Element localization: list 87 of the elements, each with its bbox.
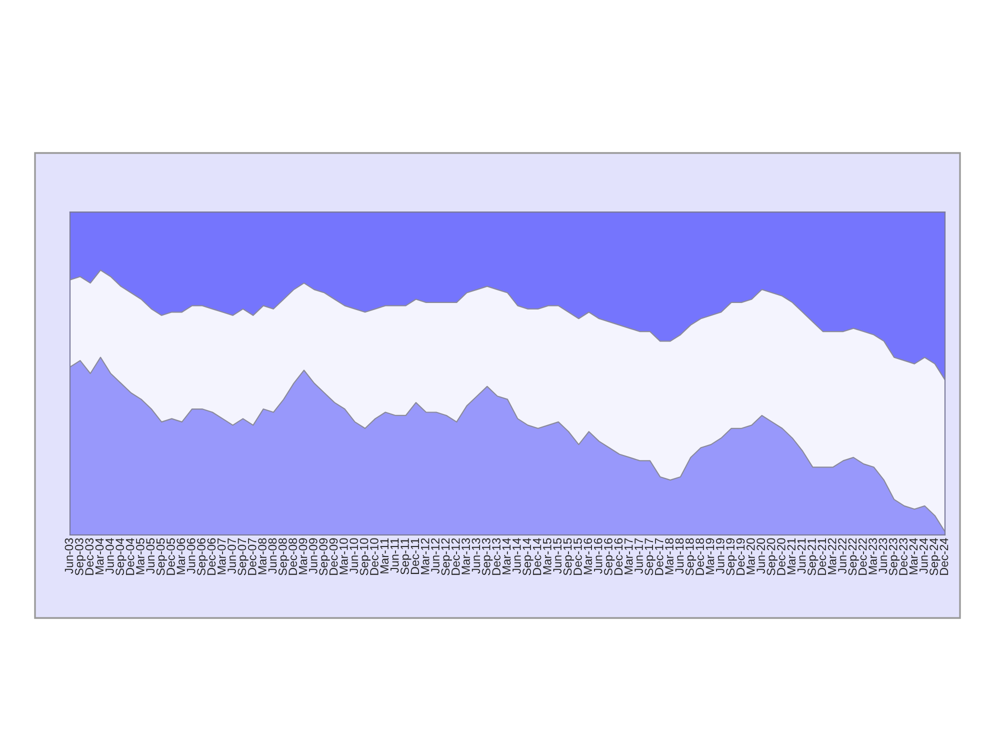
x-tick-label: Sep-12 [441,538,452,576]
x-tick-label: Jun-09 [308,538,318,574]
x-tick-label: Dec-06 [207,538,216,575]
x-tick-label: Jun-22 [838,538,846,574]
x-tick-label: Mar-09 [298,538,308,574]
x-tick-label: Mar-04 [95,538,104,574]
x-tick-label: Jun-07 [228,538,236,574]
x-tick-label: Mar-14 [502,538,511,574]
x-tick-label: Dec-12 [451,538,460,575]
x-tick-label: Dec-18 [696,538,704,575]
x-tick-label: Jun-23 [878,538,888,574]
x-tick-label: Mar-08 [258,538,266,574]
x-tick-label: Mar-07 [217,538,226,574]
x-tick-label: Sep-08 [278,538,290,576]
x-tick-label: Mar-23 [868,538,877,574]
x-tick-label: Jun-13 [472,538,480,574]
x-tick-label: Jun-05 [146,538,155,574]
x-tick-label: Mar-18 [665,538,674,574]
x-tick-label: Jun-12 [431,538,440,574]
x-tick-label: Sep-04 [116,538,126,576]
x-tick-label: Jun-03 [64,538,74,574]
x-tick-label: Sep-05 [156,538,168,576]
x-tick-label: Dec-10 [370,538,378,575]
x-tick-label: Sep-13 [482,538,493,576]
x-tick-label: Sep-16 [604,538,615,576]
x-tick-label: Dec-07 [248,538,256,575]
x-tick-label: Dec-19 [736,538,745,575]
x-tick-label: Sep-24 [930,538,940,576]
x-tick-label: Sep-10 [360,538,371,576]
x-tick-label: Mar-16 [584,538,592,574]
x-tick-label: Sep-15 [563,538,574,576]
x-tick-label: Dec-20 [777,538,786,575]
x-tick-label: Dec-17 [655,538,664,575]
x-tick-label: Dec-24 [940,538,948,575]
x-tick-label: Sep-06 [197,538,208,576]
x-tick-label: Sep-20 [766,538,778,576]
x-tick-label: Jun-15 [553,538,562,574]
x-tick-label: Jun-17 [634,538,643,574]
x-tick-label: Mar-15 [543,538,552,574]
x-tick-label: Dec-13 [492,538,500,575]
x-tick-label: Sep-07 [238,538,248,576]
x-tick-label: Mar-12 [420,538,430,574]
x-tick-label: Sep-11 [400,538,412,574]
x-tick-label: Dec-08 [288,538,298,575]
x-tick-label: Dec-22 [858,538,867,575]
x-tick-label: Sep-23 [888,538,900,576]
x-tick-label: Sep-19 [726,538,737,576]
x-tick-label: Dec-15 [574,538,582,575]
x-tick-label: Jun-21 [797,538,806,574]
x-tick-label: Dec-03 [85,538,94,575]
x-tick-label: Sep-03 [74,538,86,576]
x-tick-label: Sep-21 [808,538,818,576]
x-tick-label: Jun-24 [919,538,928,574]
x-tick-label: Dec-04 [126,538,134,575]
x-tick-label: Sep-22 [848,538,859,576]
x-tick-label: Jun-19 [716,538,724,574]
x-tick-label: Jun-20 [756,538,766,574]
x-tick-label: Dec-23 [899,538,908,575]
x-tick-label: Mar-05 [136,538,144,574]
x-tick-label: Sep-17 [644,538,656,576]
x-tick-label: Jun-11 [390,538,399,573]
x-tick-label: Jun-14 [512,538,521,574]
x-tick-label: Mar-20 [746,538,755,574]
x-tick-label: Jun-08 [268,538,277,574]
x-tick-label: Sep-09 [319,538,330,576]
x-tick-label: Mar-24 [909,538,918,574]
x-tick-label: Jun-04 [106,538,114,574]
x-tick-label: Dec-14 [532,538,542,575]
x-tick-label: Sep-18 [685,538,696,576]
x-tick-label: Mar-17 [624,538,633,574]
x-tick-label: Jun-18 [675,538,684,574]
x-tick-label: Jun-10 [350,538,358,574]
x-tick-label: Dec-09 [329,538,338,575]
x-tick-label: Sep-14 [522,538,534,576]
x-tick-label: Dec-11 [410,538,420,574]
x-tick-label: Mar-13 [462,538,470,574]
x-tick-label: Dec-16 [614,538,623,575]
x-tick-label: Dec-21 [818,538,826,575]
x-tick-label: Mar-11 [380,538,389,574]
x-tick-label: Jun-16 [594,538,602,574]
x-tick-label: Mar-10 [340,538,348,574]
x-tick-label: Dec-05 [166,538,175,575]
x-tick-label: Mar-21 [787,538,796,574]
x-tick-label: Mar-19 [706,538,714,574]
x-tick-label: Mar-22 [828,538,836,574]
x-tick-label: Mar-06 [176,538,186,574]
x-tick-label: Jun-06 [186,538,196,574]
